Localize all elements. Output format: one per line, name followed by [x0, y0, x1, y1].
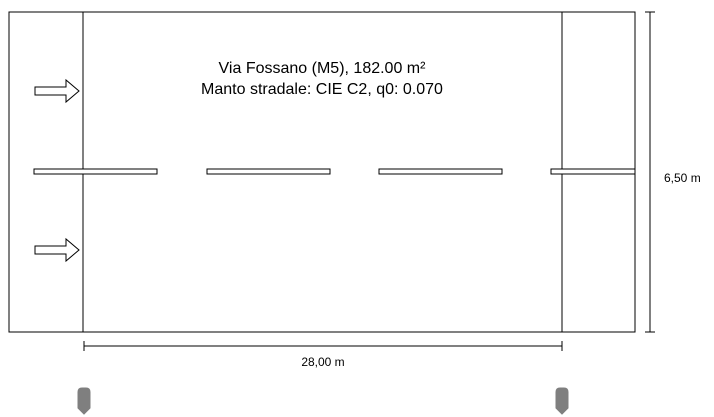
road-surface-info: Manto stradale: CIE C2, q0: 0.070	[201, 81, 443, 98]
height-label: 6,50 m	[664, 171, 701, 185]
lane-dash	[378, 168, 503, 175]
width-dimension	[83, 341, 563, 351]
lane-dash	[206, 168, 331, 175]
height-dimension	[645, 11, 655, 333]
luminaire-icon	[77, 387, 91, 415]
lane-divider	[33, 168, 636, 175]
luminaire-icon	[555, 387, 569, 415]
lane-dash	[550, 168, 636, 175]
lane-dash	[33, 168, 158, 175]
road-title: Via Fossano (M5), 182.00 m²	[219, 60, 427, 77]
arrow-right-icon	[34, 237, 80, 263]
arrow-right-icon	[34, 78, 80, 104]
width-label: 28,00 m	[301, 355, 344, 369]
